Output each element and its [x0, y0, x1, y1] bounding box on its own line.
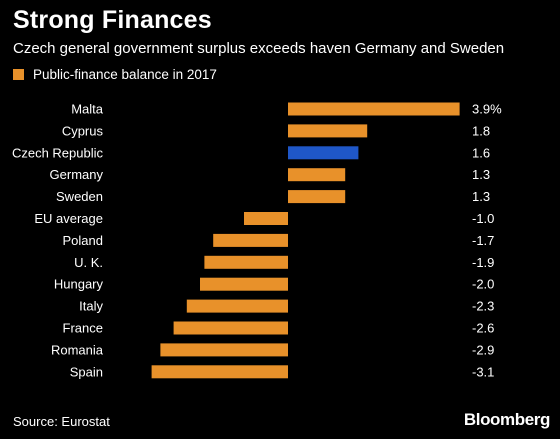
value-label-czech-republic: 1.6 — [472, 145, 490, 160]
bar-u-k — [204, 255, 288, 269]
source-note: Source: Eurostat — [13, 414, 110, 429]
category-label-czech-republic: Czech Republic — [12, 145, 104, 160]
value-label-spain: -3.1 — [472, 364, 494, 379]
value-label-u-k: -1.9 — [472, 255, 494, 270]
bar-romania — [160, 343, 288, 357]
bloomberg-logo: Bloomberg — [463, 410, 551, 429]
category-label-cyprus: Cyprus — [62, 123, 104, 138]
category-label-hungary: Hungary — [54, 277, 104, 292]
bar-sweden — [288, 190, 346, 204]
bar-eu-average — [244, 212, 288, 225]
bar-poland — [213, 233, 288, 247]
bar-hungary — [200, 277, 288, 291]
category-label-germany: Germany — [50, 167, 104, 182]
value-label-cyprus: 1.8 — [472, 123, 490, 138]
bar-italy — [186, 299, 288, 313]
category-label-malta: Malta — [71, 102, 104, 117]
legend-swatch — [13, 68, 24, 80]
value-label-malta: 3.9% — [472, 102, 502, 117]
value-label-france: -2.6 — [472, 321, 494, 336]
value-label-eu-average: -1.0 — [472, 211, 494, 226]
bar-malta — [288, 102, 460, 116]
category-label-italy: Italy — [79, 299, 103, 314]
category-label-romania: Romania — [51, 342, 104, 357]
value-label-hungary: -2.0 — [472, 277, 494, 292]
value-label-germany: 1.3 — [472, 167, 490, 182]
value-label-poland: -1.7 — [472, 233, 494, 248]
category-label-u-k: U. K. — [74, 255, 103, 270]
bar-spain — [151, 365, 288, 379]
category-label-eu-average: EU average — [34, 211, 103, 226]
value-label-romania: -2.9 — [472, 342, 494, 357]
bar-germany — [288, 168, 346, 182]
category-label-france: France — [63, 321, 103, 336]
chart-title: Strong Finances — [13, 6, 212, 34]
category-label-spain: Spain — [70, 364, 103, 379]
legend: Public-finance balance in 2017 — [13, 66, 217, 82]
bar-cyprus — [288, 124, 368, 138]
category-label-sweden: Sweden — [56, 189, 103, 204]
bar-czech-republic — [288, 146, 359, 160]
value-label-italy: -2.3 — [472, 299, 494, 314]
category-label-poland: Poland — [63, 233, 103, 248]
chart-subtitle: Czech general government surplus exceeds… — [13, 40, 505, 57]
bar-france — [173, 321, 288, 335]
legend-label: Public-finance balance in 2017 — [33, 66, 217, 82]
value-label-sweden: 1.3 — [472, 189, 490, 204]
